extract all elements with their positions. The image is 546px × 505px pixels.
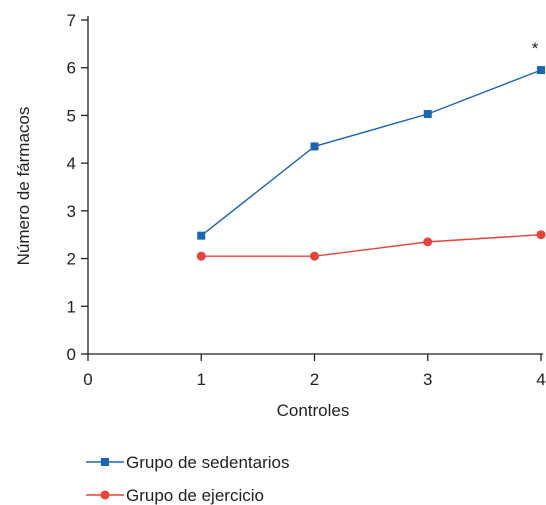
axes: 0 1 2 3 4 5 6 7 0 1 2 3 4: [67, 11, 546, 389]
data-point: [310, 251, 319, 261]
y-tick-label: 6: [67, 59, 76, 78]
data-point: [197, 231, 206, 240]
data-point: [536, 230, 546, 240]
x-tick-label: 1: [197, 370, 206, 389]
y-tick-label: 1: [67, 297, 76, 316]
y-axis-title: Número de fármacos: [14, 107, 33, 266]
series-line-1: [200, 69, 542, 237]
x-tick-label: 4: [536, 370, 545, 389]
x-tick-label: 3: [423, 370, 432, 389]
legend-label: Grupo de ejercicio: [126, 486, 264, 505]
y-tick-label: 5: [67, 106, 76, 125]
legend-marker: [100, 490, 110, 500]
y-tick-label: 4: [67, 154, 76, 173]
data-point: [423, 109, 432, 118]
series-layer: *: [196, 39, 546, 261]
legend-marker: [101, 458, 109, 466]
series-line-2: [201, 234, 542, 257]
y-tick-label: 3: [67, 202, 76, 221]
legend-label: Grupo de sedentarios: [126, 453, 290, 472]
y-tick-label: 7: [67, 11, 76, 30]
x-axis-title: Controles: [277, 401, 350, 420]
y-tick-label: 2: [67, 250, 76, 269]
data-point: [196, 251, 206, 261]
data-point: [423, 237, 433, 247]
y-tick-label: 0: [67, 345, 76, 364]
x-tick-label: 2: [310, 370, 319, 389]
significance-marker: *: [532, 39, 539, 58]
data-point: [310, 142, 319, 151]
x-tick-label: 0: [83, 370, 92, 389]
legend: Grupo de sedentarios Grupo de ejercicio: [86, 453, 290, 505]
data-point: [537, 66, 545, 75]
